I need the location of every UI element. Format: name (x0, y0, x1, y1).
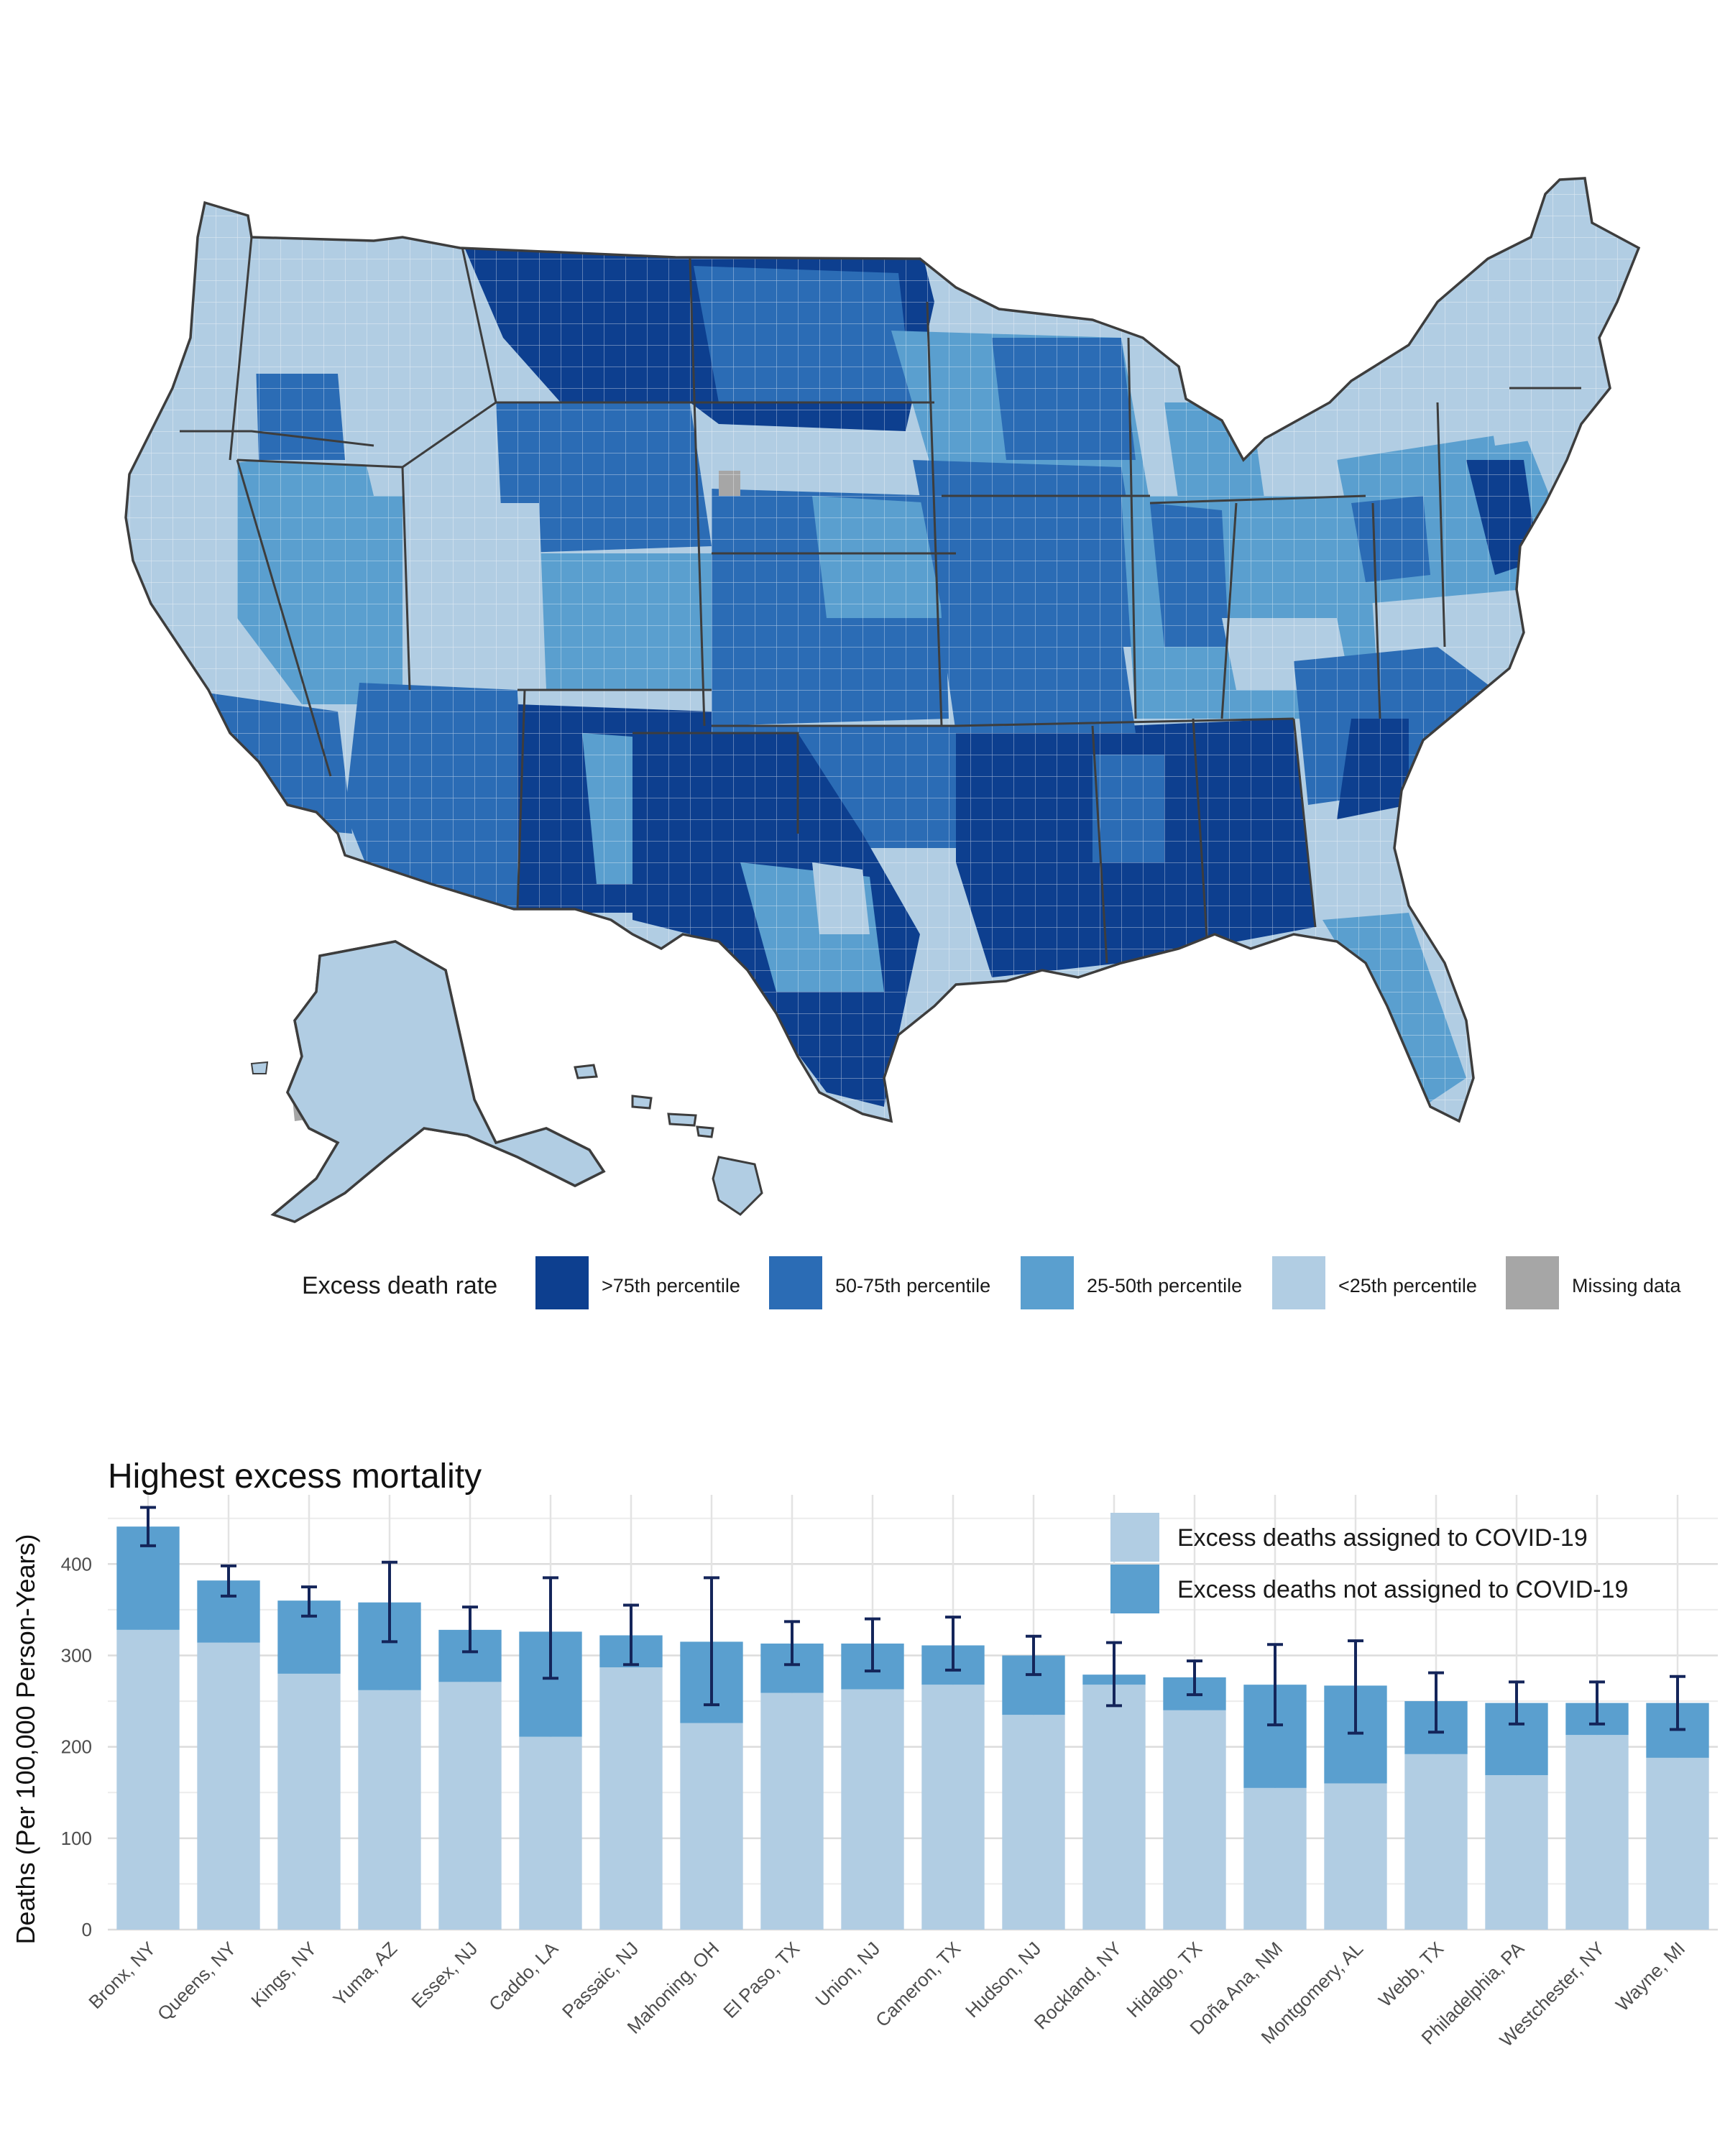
gridlines (108, 1495, 1718, 1931)
bar-covid-assigned (116, 1629, 180, 1930)
y-axis-label: Deaths (Per 100,000 Person-Years) (11, 1534, 40, 1945)
x-category-label: Caddo, LA (484, 1938, 563, 2016)
bar-covid-assigned (438, 1682, 502, 1930)
x-category-label: Yuma, AZ (328, 1938, 401, 2010)
x-category-label: Passaic, NJ (558, 1938, 643, 2022)
map-legend-swatch-0 (535, 1256, 589, 1309)
bar-covid-assigned (197, 1642, 260, 1930)
map-legend-swatch-2 (1021, 1256, 1074, 1309)
x-category-label: Hidalgo, TX (1122, 1938, 1206, 2022)
map-legend-label-3: <25th percentile (1338, 1275, 1477, 1296)
chart-legend-swatch-1 (1110, 1565, 1159, 1613)
error-bar (1026, 1634, 1041, 1677)
chart-legend: Excess deaths assigned to COVID-19 Excess… (1110, 1513, 1628, 1613)
error-bar (704, 1576, 719, 1707)
error-bar (462, 1606, 478, 1654)
alaska (250, 940, 606, 1223)
map-legend: Excess death rate >75th percentile 50-75t… (302, 1256, 1682, 1309)
error-bar (543, 1576, 558, 1680)
x-category-label: El Paso, TX (719, 1938, 804, 2022)
x-category-label: Queens, NY (153, 1938, 240, 2024)
error-bar (865, 1617, 880, 1673)
bar-covid-assigned (1565, 1735, 1629, 1930)
x-category-label: Webb, TX (1374, 1938, 1448, 2011)
bar-covid-assigned (1243, 1787, 1307, 1930)
error-bar (1187, 1659, 1202, 1697)
error-bar (784, 1620, 800, 1667)
error-bar (1267, 1643, 1283, 1727)
bar-covid-assigned (1082, 1685, 1146, 1930)
hawaii (574, 1064, 763, 1216)
chart-legend-label-1: Excess deaths not assigned to COVID-19 (1177, 1576, 1628, 1603)
bar-covid-assigned (1163, 1710, 1226, 1930)
x-category-label: Kings, NY (247, 1938, 321, 2012)
error-bar (1348, 1639, 1363, 1735)
bar-chart: Highest excess mortality Deaths (Per 100… (11, 1457, 1718, 2051)
error-bar (1428, 1671, 1444, 1734)
map-legend-swatch-3 (1272, 1256, 1325, 1309)
chart-legend-label-0: Excess deaths assigned to COVID-19 (1177, 1524, 1588, 1552)
bar-covid-assigned (680, 1723, 743, 1930)
x-category-label: Cameron, TX (871, 1938, 965, 2031)
bars (116, 1526, 1709, 1930)
us-county-excess-death-map (124, 177, 1640, 1223)
map-legend-label-0: >75th percentile (602, 1275, 740, 1296)
error-bar (945, 1616, 961, 1672)
y-tick-label: 0 (82, 1919, 92, 1940)
x-category-label: Hudson, NJ (961, 1938, 1045, 2022)
state-boundaries (180, 236, 1581, 964)
map-legend-title: Excess death rate (302, 1272, 497, 1299)
bar-covid-assigned (841, 1689, 904, 1930)
chart-legend-swatch-0 (1110, 1513, 1159, 1562)
chart-title: Highest excess mortality (108, 1457, 482, 1496)
map-legend-label-2: 25-50th percentile (1087, 1275, 1242, 1296)
error-bar (623, 1603, 639, 1667)
bar-covid-assigned (599, 1667, 663, 1930)
bar-covid-assigned (519, 1736, 582, 1930)
map-legend-label-1: 50-75th percentile (835, 1275, 990, 1296)
error-bars (140, 1506, 1685, 1735)
bar-covid-assigned (1324, 1783, 1387, 1930)
map-legend-label-4: Missing data (1572, 1275, 1682, 1296)
bar-covid-assigned (358, 1690, 421, 1930)
error-bar (1670, 1674, 1685, 1731)
map-legend-swatch-4 (1506, 1256, 1559, 1309)
y-axis-ticks: 0 100 200 300 400 (61, 1553, 92, 1940)
bar-covid-assigned (921, 1685, 985, 1930)
map-legend-items: >75th percentile 50-75th percentile 25-50t… (535, 1256, 1682, 1309)
bar-covid-assigned (1404, 1754, 1468, 1930)
error-bar (301, 1585, 317, 1618)
x-category-label: Wayne, MI (1611, 1938, 1689, 2015)
choropleth-map-panel: Excess death rate >75th percentile 50-75t… (124, 177, 1682, 1309)
x-category-label: Essex, NJ (407, 1938, 482, 2012)
error-bar (1106, 1641, 1122, 1708)
bar-covid-assigned (1646, 1757, 1709, 1930)
x-category-label: Bronx, NY (84, 1938, 160, 2013)
bar-covid-assigned (277, 1673, 341, 1930)
bar-covid-assigned (1002, 1715, 1065, 1930)
error-bar (382, 1560, 397, 1644)
bar-covid-assigned (1485, 1775, 1548, 1930)
error-bar (221, 1564, 236, 1598)
error-bar (1509, 1680, 1524, 1726)
y-tick-label: 400 (61, 1553, 92, 1575)
county-regions (126, 178, 1639, 1121)
y-tick-label: 100 (61, 1828, 92, 1849)
x-category-label: Union, NJ (811, 1938, 884, 2011)
error-bar (140, 1506, 156, 1547)
map-legend-swatch-1 (769, 1256, 822, 1309)
y-tick-label: 300 (61, 1644, 92, 1666)
y-tick-label: 200 (61, 1736, 92, 1758)
error-bar (1589, 1680, 1605, 1726)
bar-covid-assigned (760, 1692, 824, 1930)
